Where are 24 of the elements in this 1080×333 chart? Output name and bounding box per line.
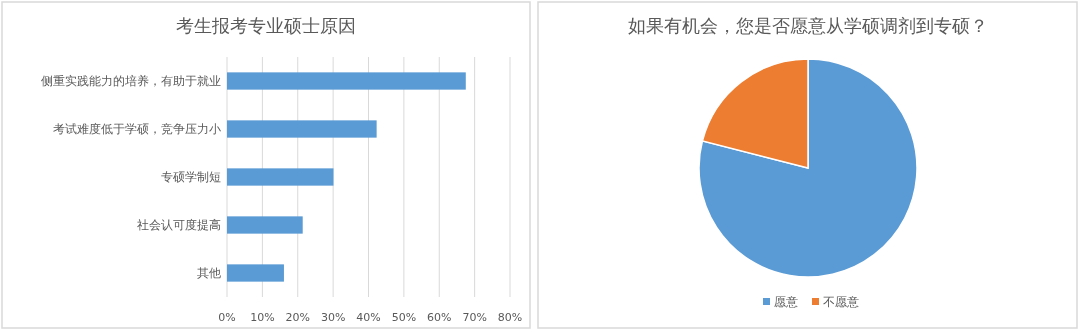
legend-label: 愿意 bbox=[774, 295, 798, 309]
chart-title: 考生报考专业硕士原因 bbox=[176, 15, 356, 36]
x-tick-label: 70% bbox=[462, 311, 487, 324]
pie-slice bbox=[698, 58, 918, 278]
bar bbox=[227, 264, 284, 282]
x-tick-label: 50% bbox=[391, 311, 417, 324]
x-tick-label: 40% bbox=[356, 311, 381, 324]
bar bbox=[227, 216, 303, 234]
bar bbox=[227, 72, 466, 90]
legend-label: 不愿意 bbox=[823, 295, 859, 309]
chart-title: 如果有机会，您是否愿意从学硕调剂到专硕？ bbox=[627, 15, 988, 36]
y-tick-label: 其他 bbox=[197, 266, 221, 280]
x-tick-label: 0% bbox=[218, 311, 236, 324]
bar bbox=[227, 168, 334, 186]
x-tick-label: 60% bbox=[427, 311, 452, 324]
x-tick-label: 10% bbox=[250, 311, 275, 324]
x-tick-label: 30% bbox=[320, 311, 346, 324]
bar bbox=[227, 120, 377, 138]
y-tick-label: 社会认可度提高 bbox=[137, 218, 221, 232]
y-tick-label: 侧重实践能力的培养，有助于就业 bbox=[41, 74, 221, 88]
y-tick-label: 专硕学制短 bbox=[161, 170, 221, 184]
x-tick-label: 20% bbox=[285, 311, 310, 324]
y-tick-label: 考试难度低于学硕，竞争压力小 bbox=[53, 122, 221, 136]
x-tick-label: 80% bbox=[497, 311, 523, 324]
